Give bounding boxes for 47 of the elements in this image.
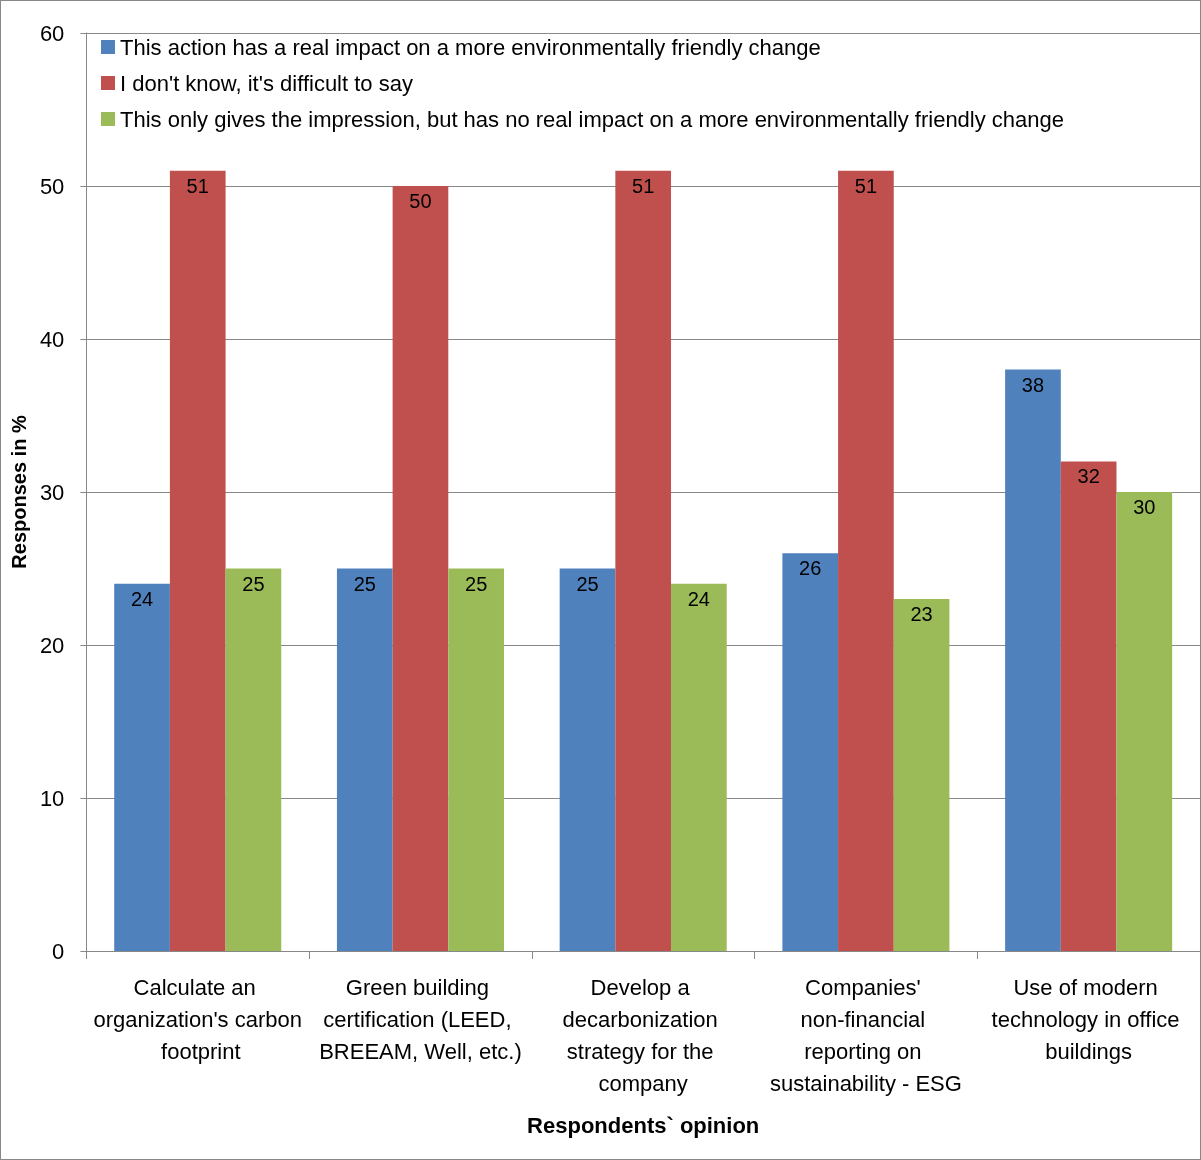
bar <box>169 170 226 951</box>
y-tick-label: 30 <box>39 479 65 505</box>
bar <box>114 583 170 951</box>
bar <box>336 568 393 951</box>
y-tick-label: 40 <box>39 326 65 352</box>
data-label: 51 <box>186 174 209 197</box>
x-tick-label: Use of modern technology in office buildings <box>991 974 1186 1064</box>
legend-label: This only gives the impression, but has no real impact on a more environmentally friendly change <box>120 106 1065 132</box>
data-label: 50 <box>409 190 432 212</box>
bar <box>893 599 950 951</box>
y-tick-label: 60 <box>39 20 65 46</box>
bar <box>1060 461 1117 951</box>
data-label: 23 <box>910 603 933 626</box>
data-label: 51 <box>854 174 878 197</box>
bar <box>559 568 616 951</box>
x-tick-label: Calculate an organization's carbon footprint <box>93 974 302 1064</box>
bar <box>1116 492 1173 951</box>
y-tick-label: 20 <box>39 632 65 658</box>
data-label: 25 <box>576 572 599 595</box>
bar <box>838 170 894 951</box>
legend-label: I don't know, it's difficult to say <box>120 70 413 96</box>
y-tick-label: 10 <box>39 785 65 811</box>
data-label: 51 <box>632 174 655 197</box>
data-label: 26 <box>799 557 822 580</box>
y-axis-title: Responses in % <box>8 415 30 569</box>
bar <box>392 186 449 951</box>
data-label: 25 <box>465 572 488 595</box>
legend-label: This action has a real impact on a more environmentally friendly change <box>120 34 821 60</box>
data-label: 24 <box>687 587 710 610</box>
y-tick-label: 0 <box>52 938 65 964</box>
bar <box>225 568 282 951</box>
bar <box>1005 369 1061 951</box>
bar <box>615 170 672 951</box>
x-tick-label: Green building certification (LEED, BREEAM, Well, etc.) <box>319 974 522 1064</box>
y-tick-label: 50 <box>39 173 65 199</box>
bar <box>782 553 839 951</box>
data-label: 25 <box>242 572 265 595</box>
x-axis-title: Respondents` opinion <box>527 1112 760 1138</box>
data-label: 24 <box>130 587 154 610</box>
x-tick-label: Companies' non-financial reporting on sustainability - ESG <box>769 974 962 1096</box>
data-label: 25 <box>353 572 376 595</box>
data-label: 32 <box>1077 465 1100 488</box>
data-label: 38 <box>1021 373 1045 396</box>
bar <box>448 568 504 951</box>
data-label: 30 <box>1133 496 1156 518</box>
bar <box>671 583 727 951</box>
x-tick-label: Develop a decarbonization strategy for the company <box>562 974 724 1096</box>
